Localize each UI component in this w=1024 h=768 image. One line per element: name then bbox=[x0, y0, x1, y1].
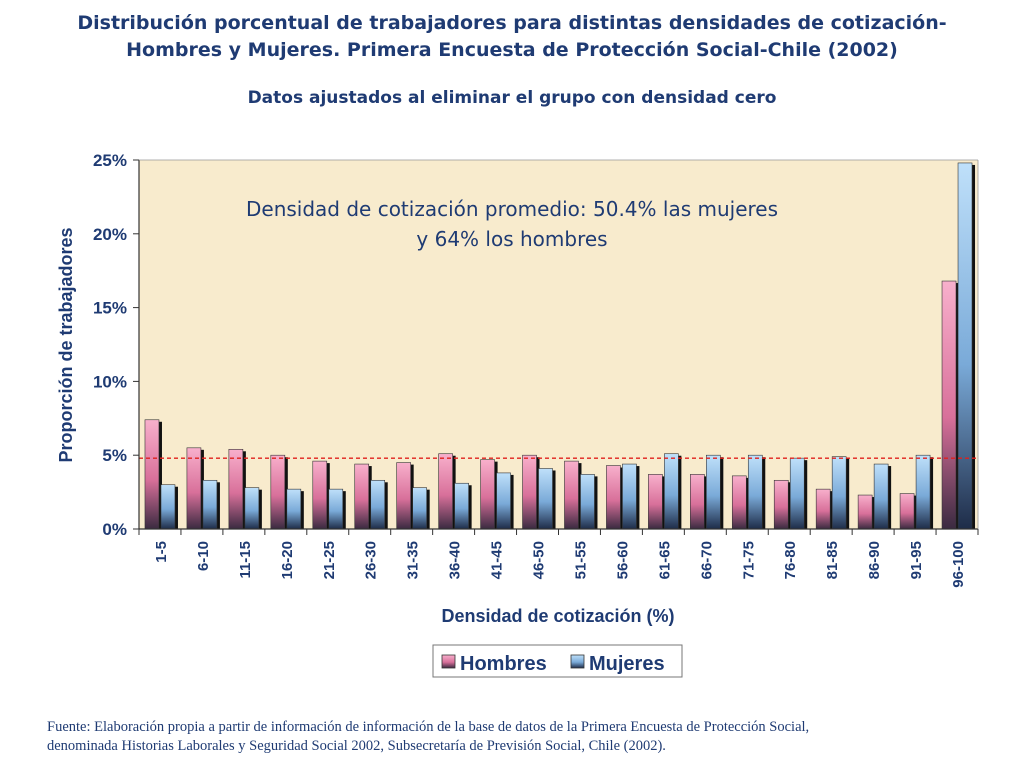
bar-hombres-76-80 bbox=[773, 479, 789, 530]
y-tick-label: 15% bbox=[93, 299, 127, 318]
bar-hombres-86-90 bbox=[857, 494, 873, 530]
x-tick-label: 26-30 bbox=[363, 541, 380, 579]
bar-mujeres-16-20 bbox=[286, 488, 302, 530]
bar-mujeres-31-35 bbox=[412, 487, 427, 530]
bar-mujeres-56-60 bbox=[622, 463, 637, 530]
x-tick-label: 56-60 bbox=[614, 541, 631, 579]
bar-mujeres-71-75 bbox=[747, 454, 763, 530]
bar-mujeres-61-65 bbox=[664, 453, 679, 530]
bar-mujeres-51-55 bbox=[580, 474, 595, 530]
bar-mujeres-1-5 bbox=[160, 484, 176, 530]
bar-hombres-51-55 bbox=[564, 460, 579, 530]
bar-hombres-36-40 bbox=[438, 453, 453, 530]
bar-mujeres-96-100 bbox=[957, 162, 973, 530]
x-tick-label: 96-100 bbox=[950, 541, 967, 588]
legend-label-mujeres: Mujeres bbox=[589, 653, 665, 675]
bar-hombres-21-25 bbox=[312, 460, 328, 530]
bar-mujeres-91-95 bbox=[915, 454, 931, 530]
y-axis-label: Proporción de trabajadores bbox=[56, 227, 76, 462]
annotation-line-2: y 64% los hombres bbox=[416, 227, 607, 251]
x-tick-label: 1-5 bbox=[153, 541, 170, 563]
x-tick-label: 81-85 bbox=[824, 541, 841, 579]
legend-swatch-hombres bbox=[441, 654, 456, 669]
chart-title-line-1: Distribución porcentual de trabajadores … bbox=[77, 12, 947, 34]
bar-hombres-41-45 bbox=[480, 459, 495, 530]
bar-mujeres-66-70 bbox=[706, 454, 721, 530]
x-axis-label: Densidad de cotización (%) bbox=[441, 606, 674, 626]
bar-hombres-61-65 bbox=[648, 474, 663, 530]
bar-hombres-31-35 bbox=[396, 462, 411, 530]
y-tick-label: 25% bbox=[93, 151, 127, 170]
bar-mujeres-11-15 bbox=[244, 487, 260, 530]
y-tick-label: 5% bbox=[102, 446, 127, 465]
bar-mujeres-41-45 bbox=[496, 472, 511, 530]
x-tick-label: 66-70 bbox=[698, 541, 715, 579]
y-tick-label: 20% bbox=[93, 225, 127, 244]
legend-swatch-mujeres bbox=[570, 654, 585, 669]
bar-mujeres-26-30 bbox=[370, 479, 386, 530]
bar-mujeres-46-50 bbox=[538, 468, 553, 530]
bar-hombres-56-60 bbox=[606, 465, 621, 530]
bar-hombres-71-75 bbox=[731, 475, 747, 530]
x-tick-label: 6-10 bbox=[195, 541, 212, 571]
bar-mujeres-76-80 bbox=[789, 457, 805, 530]
bar-hombres-96-100 bbox=[941, 280, 957, 530]
bar-hombres-16-20 bbox=[270, 454, 286, 530]
legend-box bbox=[432, 644, 683, 678]
y-tick-label: 0% bbox=[102, 520, 127, 539]
legend-label-hombres: Hombres bbox=[460, 653, 547, 675]
bar-hombres-6-10 bbox=[186, 447, 202, 530]
x-tick-label: 46-50 bbox=[531, 541, 548, 579]
source-line-2: denominada Historias Laborales y Segurid… bbox=[47, 738, 666, 754]
legend: Hombres Mujeres bbox=[432, 644, 683, 678]
source-line-1: Fuente: Elaboración propia a partir de i… bbox=[47, 719, 810, 735]
x-tick-label: 16-20 bbox=[279, 541, 296, 579]
bar-mujeres-81-85 bbox=[831, 456, 847, 530]
chart-title: Distribución porcentual de trabajadores … bbox=[0, 10, 1024, 64]
x-tick-label: 41-45 bbox=[489, 541, 506, 579]
x-tick-label: 71-75 bbox=[740, 541, 757, 579]
x-tick-label: 61-65 bbox=[656, 541, 673, 579]
bar-hombres-81-85 bbox=[815, 488, 831, 530]
x-tick-label: 31-35 bbox=[405, 541, 422, 579]
chart-title-line-2: Hombres y Mujeres. Primera Encuesta de P… bbox=[126, 39, 898, 61]
bar-mujeres-36-40 bbox=[454, 482, 469, 530]
bar-mujeres-21-25 bbox=[328, 488, 344, 530]
bar-mujeres-6-10 bbox=[202, 479, 218, 530]
x-tick-label: 76-80 bbox=[782, 541, 799, 579]
source-note: Fuente: Elaboración propia a partir de i… bbox=[47, 718, 987, 756]
y-tick-label: 10% bbox=[93, 372, 127, 391]
bar-hombres-11-15 bbox=[228, 448, 244, 530]
x-tick-label: 11-15 bbox=[237, 541, 254, 579]
x-tick-label: 86-90 bbox=[866, 541, 883, 579]
annotation-line-1: Densidad de cotización promedio: 50.4% l… bbox=[246, 197, 778, 221]
bar-hombres-26-30 bbox=[354, 463, 370, 530]
bar-hombres-1-5 bbox=[144, 419, 160, 530]
bar-hombres-91-95 bbox=[899, 493, 915, 530]
bar-hombres-46-50 bbox=[522, 454, 537, 530]
x-tick-label: 36-40 bbox=[447, 541, 464, 579]
bar-mujeres-86-90 bbox=[873, 463, 889, 530]
x-tick-label: 51-55 bbox=[572, 541, 589, 579]
chart-subtitle: Datos ajustados al eliminar el grupo con… bbox=[247, 88, 777, 108]
x-tick-label: 21-25 bbox=[321, 541, 338, 579]
x-tick-label: 91-95 bbox=[908, 541, 925, 579]
bar-hombres-66-70 bbox=[690, 474, 705, 530]
